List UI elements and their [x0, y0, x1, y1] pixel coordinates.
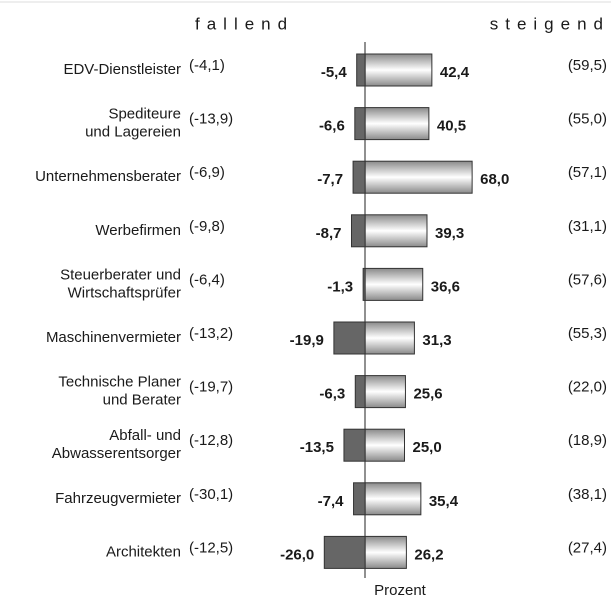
previous-label: (-19,7) [189, 379, 233, 396]
value-label: 40,5 [437, 118, 466, 135]
value-label: -6,6 [319, 118, 345, 135]
value-label: -6,3 [319, 386, 345, 403]
value-label: 39,3 [435, 225, 464, 242]
previous-label: (31,1) [568, 218, 607, 235]
value-label: -19,9 [290, 332, 324, 349]
value-label: 26,2 [414, 546, 443, 563]
bar-fallend [350, 214, 366, 248]
bar-steigend [364, 214, 428, 248]
category-label: Werbefirmen [95, 222, 181, 239]
value-label: -5,4 [321, 64, 348, 81]
category-label: Architekten [106, 543, 181, 560]
previous-label: (18,9) [568, 432, 607, 449]
bar-fallend [354, 375, 366, 409]
category-label: Unternehmensberater [35, 168, 181, 185]
bar-fallend [356, 53, 366, 87]
value-label: 36,6 [431, 278, 460, 295]
value-label: -8,7 [316, 225, 342, 242]
value-label: 68,0 [480, 171, 509, 188]
legend-steigend: steigend [490, 14, 610, 33]
previous-label: (22,0) [568, 379, 607, 396]
value-label: 42,4 [440, 64, 470, 81]
bar-steigend [364, 428, 406, 462]
bar-steigend [364, 160, 473, 194]
bar-fallend [354, 107, 366, 141]
bar-steigend [364, 107, 430, 141]
category-label: EDV-Dienstleister [63, 61, 181, 78]
category-label: Technische Planer [58, 374, 181, 391]
previous-label: (-13,9) [189, 111, 233, 128]
bar-steigend [364, 53, 433, 87]
category-label: Spediteure [108, 106, 181, 123]
value-label: -26,0 [280, 546, 314, 563]
value-label: 35,4 [429, 493, 459, 510]
value-label: 25,0 [413, 439, 442, 456]
previous-label: (-9,8) [189, 218, 225, 235]
previous-label: (-6,9) [189, 164, 225, 181]
previous-label: (-30,1) [189, 486, 233, 503]
category-label: und Lagereien [85, 124, 181, 141]
previous-label: (55,0) [568, 111, 607, 128]
category-label: Abwasserentsorger [52, 445, 181, 462]
previous-label: (27,4) [568, 539, 607, 556]
bar-steigend [364, 535, 407, 569]
category-label: Steuerberater und [60, 266, 181, 283]
previous-label: (57,1) [568, 164, 607, 181]
bar-steigend [364, 321, 415, 355]
previous-label: (55,3) [568, 325, 607, 342]
category-label: Maschinenvermieter [46, 329, 181, 346]
value-label: -7,7 [317, 171, 343, 188]
bar-fallend [323, 535, 366, 569]
previous-label: (-4,1) [189, 57, 225, 74]
bar-fallend [333, 321, 366, 355]
legend-fallend: fallend [195, 14, 294, 33]
category-label: Fahrzeugvermieter [55, 490, 181, 507]
bar-fallend [343, 428, 366, 462]
bar-steigend [364, 482, 422, 516]
value-label: 25,6 [413, 386, 442, 403]
previous-label: (-6,4) [189, 271, 225, 288]
bar-fallend [353, 482, 366, 516]
previous-label: (59,5) [568, 57, 607, 74]
previous-label: (38,1) [568, 486, 607, 503]
bar-fallend [352, 160, 366, 194]
bar-steigend [364, 267, 424, 301]
previous-label: (57,6) [568, 271, 607, 288]
previous-label: (-12,5) [189, 539, 233, 556]
value-label: -13,5 [300, 439, 334, 456]
previous-label: (-12,8) [189, 432, 233, 449]
value-label: -7,4 [318, 493, 345, 510]
category-label: und Berater [103, 392, 181, 409]
category-label: Wirtschaftsprüfer [68, 284, 181, 301]
value-label: -1,3 [327, 278, 353, 295]
value-label: 31,3 [422, 332, 451, 349]
bar-steigend [364, 375, 406, 409]
previous-label: (-13,2) [189, 325, 233, 342]
x-axis-label: Prozent [374, 582, 427, 599]
category-label: Abfall- und [109, 427, 181, 444]
